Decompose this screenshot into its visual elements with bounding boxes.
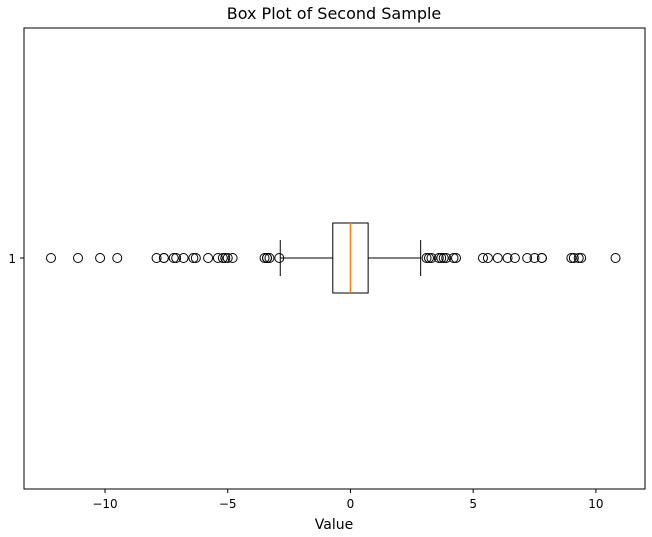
outlier-point [212,253,223,263]
outlier-point [188,253,199,263]
y-tick-label: 1 [8,252,16,266]
outlier-point [171,253,182,263]
x-tick-label: 0 [347,497,355,511]
outlier-point [274,253,285,263]
outlier-point [522,253,533,263]
outlier-point [222,253,233,263]
outlier-point [436,253,447,263]
outlier-point [478,253,488,263]
outlier-point [227,253,238,263]
outlier-point [421,253,432,263]
plot-area [46,222,621,294]
x-tick-label: −10 [92,497,117,511]
outlier-point [95,253,106,263]
outlier-point [178,253,189,263]
outlier-point [433,253,444,263]
outlier-point [566,253,577,263]
outlier-point [73,253,83,263]
x-axis: −10 −5 0 5 10 [92,489,604,511]
x-tick-label: −5 [219,497,237,511]
outlier-point [610,253,621,263]
outlier-point [112,253,123,263]
outlier-point [190,253,201,263]
x-tick-label: 5 [469,497,477,511]
outlier-point [502,253,513,263]
outlier-point [573,253,584,263]
outlier-point [441,253,452,263]
outlier-point [492,253,503,263]
outlier-point [203,253,214,263]
outlier-point [576,253,587,263]
outlier-point [424,253,434,263]
outlier-point [451,253,461,263]
outlier-point [217,253,228,263]
outlier-point [262,253,272,263]
x-axis-label: Value [315,517,353,533]
axes-frame [23,27,646,490]
y-axis: 1 [8,252,24,266]
outlier-point [220,253,231,263]
outlier-point [259,253,270,263]
outlier-point [536,253,547,263]
outlier-point [509,253,520,263]
outlier-point [438,253,449,263]
outlier-point [264,253,275,263]
outlier-point [158,253,169,263]
outlier-point [426,253,437,263]
outlier-point [46,253,56,263]
outlier-point [482,253,493,263]
outlier-point [151,253,162,263]
chart-title: Box Plot of Second Sample [227,4,442,23]
x-tick-label: 10 [588,497,603,511]
outlier-point [568,253,579,263]
outlier-point [168,253,179,263]
outlier-point [448,253,459,263]
outlier-point [529,253,540,263]
